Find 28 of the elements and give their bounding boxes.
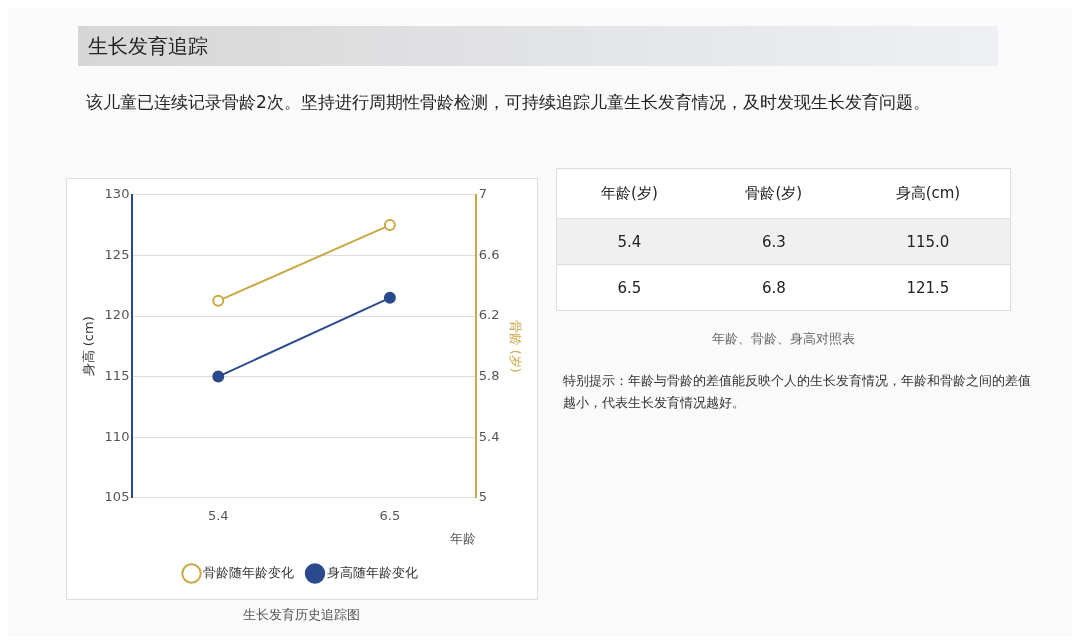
text: 生长发育历史追踪图 xyxy=(241,606,361,624)
y2-tick-label: 6.6 xyxy=(478,246,500,262)
y-tick-label: 125 xyxy=(104,246,130,262)
y-tick-label: 115 xyxy=(104,367,130,383)
text: 6.5 xyxy=(617,278,642,297)
y-axis-title: 身高 (cm) xyxy=(81,316,97,377)
text: 121.5 xyxy=(906,278,950,297)
category-label: 年龄(岁) xyxy=(600,183,659,204)
y2-tick-label: 5 xyxy=(478,489,488,505)
y2-tick-label: 6.2 xyxy=(478,307,500,323)
x-axis-title: 年龄 xyxy=(449,530,476,546)
y2-tick-label: 5.4 xyxy=(478,428,500,444)
legend-label: 身高随年龄变化 xyxy=(326,564,418,580)
chart-title: 生长发育追踪 xyxy=(87,32,208,60)
chart-subtitle: 该儿童已连续记录骨龄2次。坚持进行周期性骨龄检测，可持续追踪儿童生长发育情况，及时发现生长发育问题。 xyxy=(86,91,931,114)
y-tick-label: 130 xyxy=(104,186,130,202)
y-tick-label: 110 xyxy=(104,428,130,444)
legend-label: 骨龄随年龄变化 xyxy=(203,564,294,580)
text: 年龄、骨龄、身高对照表 xyxy=(711,330,856,348)
text: 特别提示：年龄与骨龄的差值能反映个人的生长发育情况，年龄和骨龄之间的差值越小，代表生长发育情况越好。 xyxy=(563,372,1032,412)
y-tick-label: 105 xyxy=(104,489,130,505)
y-tick-label: 120 xyxy=(104,307,130,323)
category-label: 身高(cm) xyxy=(894,183,962,204)
y2-axis-title: 骨龄 (岁) xyxy=(507,319,523,373)
y2-tick-label: 7 xyxy=(478,186,488,202)
y2-tick-label: 5.8 xyxy=(478,367,500,383)
category-label: 骨龄(岁) xyxy=(744,183,804,204)
text: 6.8 xyxy=(761,278,786,297)
